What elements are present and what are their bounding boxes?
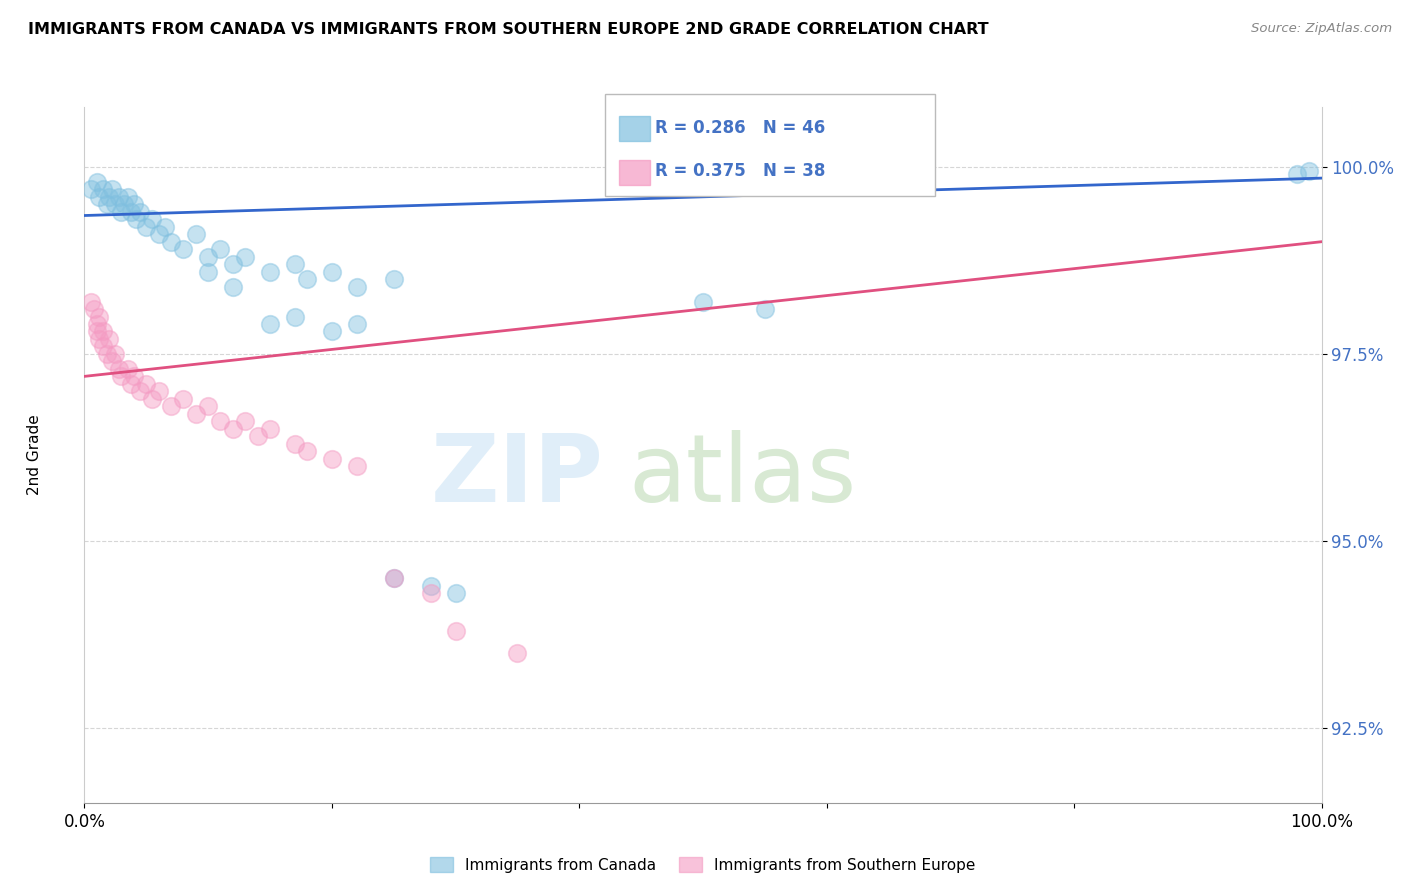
Point bbox=[108, 190, 131, 204]
Point bbox=[98, 332, 121, 346]
Point bbox=[233, 414, 256, 428]
Point bbox=[259, 317, 281, 331]
Point bbox=[321, 451, 343, 466]
Point bbox=[112, 197, 135, 211]
Text: Source: ZipAtlas.com: Source: ZipAtlas.com bbox=[1251, 22, 1392, 36]
Point bbox=[419, 579, 441, 593]
Point bbox=[120, 204, 142, 219]
Point bbox=[346, 279, 368, 293]
Point bbox=[259, 422, 281, 436]
Point bbox=[91, 339, 114, 353]
Text: R = 0.375   N = 38: R = 0.375 N = 38 bbox=[655, 162, 825, 180]
Point bbox=[382, 571, 405, 585]
Point bbox=[1298, 163, 1320, 178]
Point bbox=[96, 197, 118, 211]
Point bbox=[141, 212, 163, 227]
Point bbox=[419, 586, 441, 600]
Point bbox=[222, 422, 245, 436]
Point bbox=[184, 227, 207, 242]
Point bbox=[110, 369, 132, 384]
Point bbox=[100, 354, 122, 368]
Point bbox=[120, 376, 142, 391]
Point bbox=[148, 227, 170, 242]
Point bbox=[172, 392, 194, 406]
Point bbox=[141, 392, 163, 406]
Point bbox=[148, 384, 170, 399]
Point bbox=[110, 204, 132, 219]
Point bbox=[246, 429, 269, 443]
Point bbox=[125, 212, 148, 227]
Point bbox=[117, 362, 139, 376]
Point bbox=[117, 190, 139, 204]
Point bbox=[222, 279, 245, 293]
Point bbox=[135, 219, 157, 234]
Point bbox=[135, 376, 157, 391]
Point bbox=[284, 257, 307, 271]
Point bbox=[86, 175, 108, 189]
Point bbox=[284, 310, 307, 324]
Point bbox=[129, 384, 152, 399]
Point bbox=[506, 646, 529, 660]
Text: IMMIGRANTS FROM CANADA VS IMMIGRANTS FROM SOUTHERN EUROPE 2ND GRADE CORRELATION : IMMIGRANTS FROM CANADA VS IMMIGRANTS FRO… bbox=[28, 22, 988, 37]
Point bbox=[108, 362, 131, 376]
Legend: Immigrants from Canada, Immigrants from Southern Europe: Immigrants from Canada, Immigrants from … bbox=[425, 850, 981, 879]
Point bbox=[321, 265, 343, 279]
Text: atlas: atlas bbox=[628, 430, 858, 522]
Point bbox=[346, 459, 368, 474]
Point bbox=[91, 325, 114, 339]
Point bbox=[222, 257, 245, 271]
Point bbox=[321, 325, 343, 339]
Point bbox=[209, 414, 232, 428]
Point bbox=[233, 250, 256, 264]
Text: R = 0.286   N = 46: R = 0.286 N = 46 bbox=[655, 120, 825, 137]
Point bbox=[98, 190, 121, 204]
Point bbox=[284, 436, 307, 450]
Point bbox=[122, 197, 145, 211]
Point bbox=[79, 182, 101, 196]
Point bbox=[295, 272, 318, 286]
Point bbox=[100, 182, 122, 196]
Point bbox=[104, 197, 127, 211]
Text: 2nd Grade: 2nd Grade bbox=[27, 415, 42, 495]
Point bbox=[197, 399, 219, 413]
Point bbox=[91, 182, 114, 196]
Point bbox=[382, 571, 405, 585]
Point bbox=[96, 347, 118, 361]
Point bbox=[346, 317, 368, 331]
Point bbox=[444, 586, 467, 600]
Point bbox=[160, 399, 183, 413]
Point bbox=[444, 624, 467, 638]
Point bbox=[122, 369, 145, 384]
Point bbox=[209, 242, 232, 256]
Point bbox=[104, 347, 127, 361]
Point bbox=[754, 301, 776, 316]
Text: ZIP: ZIP bbox=[432, 430, 605, 522]
Point bbox=[259, 265, 281, 279]
Point bbox=[86, 325, 108, 339]
Point bbox=[1285, 167, 1308, 181]
Point bbox=[382, 272, 405, 286]
Point bbox=[692, 294, 714, 309]
Point bbox=[295, 444, 318, 458]
Point bbox=[184, 407, 207, 421]
Point bbox=[79, 294, 101, 309]
Point bbox=[153, 219, 176, 234]
Point bbox=[89, 190, 111, 204]
Point bbox=[89, 310, 111, 324]
Point bbox=[129, 204, 152, 219]
Point bbox=[83, 301, 105, 316]
Point bbox=[89, 332, 111, 346]
Point bbox=[197, 265, 219, 279]
Point bbox=[160, 235, 183, 249]
Point bbox=[86, 317, 108, 331]
Point bbox=[172, 242, 194, 256]
Point bbox=[197, 250, 219, 264]
